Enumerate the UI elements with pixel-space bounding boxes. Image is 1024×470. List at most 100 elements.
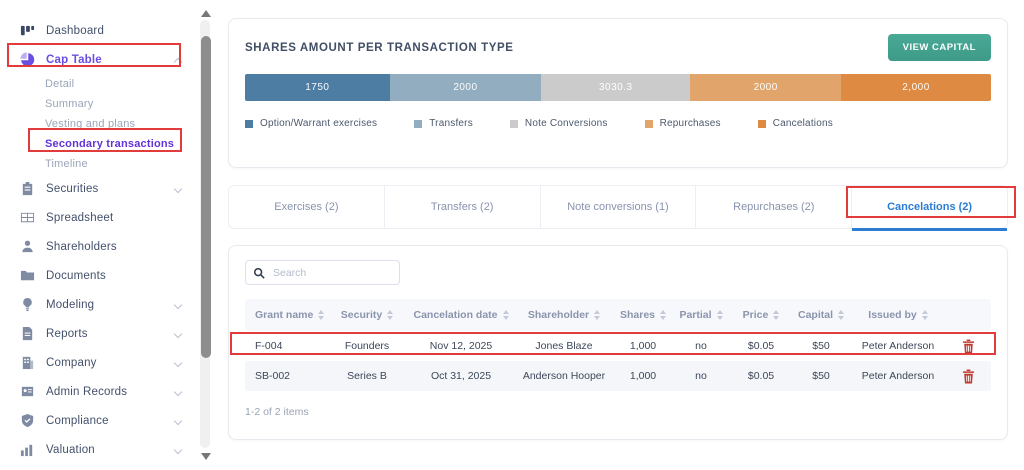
shares-chart-card: SHARES AMOUNT PER TRANSACTION TYPE VIEW … [228,18,1008,168]
cell-partial: no [695,370,707,382]
legend-item: Cancelations [757,118,833,129]
sidebar-item-documents[interactable]: Documents [0,261,199,290]
main-content: SHARES AMOUNT PER TRANSACTION TYPE VIEW … [228,18,1008,440]
dashboard-icon [20,23,35,38]
scroll-up-icon[interactable] [201,10,211,17]
chart-title: SHARES AMOUNT PER TRANSACTION TYPE [245,41,514,54]
sort-icon[interactable] [838,310,844,320]
tab-exercises[interactable]: Exercises (2) [228,185,385,229]
column-header-capital[interactable]: Capital [791,309,851,321]
sidebar-item-admin-records[interactable]: Admin Records [0,377,199,406]
chevron-down-icon[interactable] [173,387,183,396]
sidebar-item-company[interactable]: Company [0,348,199,377]
bar-segment-repurchases[interactable]: 2000 [690,74,842,101]
tab-repurchases[interactable]: Repurchases (2) [695,185,853,229]
cancelations-table-card: Grant name Security Cancelation date Sha… [228,245,1008,440]
chevron-down-icon[interactable] [173,416,183,425]
cell-grant-name: F-004 [255,340,283,352]
cancelations-table: Grant name Security Cancelation date Sha… [245,299,991,391]
transaction-type-tabs: Exercises (2) Transfers (2) Note convers… [228,185,1008,231]
cell-shareholder: Jones Blaze [535,340,593,352]
sidebar-item-reports[interactable]: Reports [0,319,199,348]
sidebar-scrollbar[interactable] [199,10,212,460]
sidebar-item-securities[interactable]: Securities [0,174,199,203]
view-capital-button[interactable]: VIEW CAPITAL [887,34,991,61]
cell-shares: 1,000 [629,370,657,382]
search-icon [253,266,265,279]
column-header-security[interactable]: Security [325,309,409,321]
sort-icon[interactable] [387,310,394,320]
cell-grant-name: SB-002 [255,370,291,382]
cell-partial: no [695,340,707,352]
chevron-down-icon[interactable] [173,445,183,454]
sort-icon[interactable] [660,310,667,320]
column-header-partial[interactable]: Partial [671,309,731,321]
lightbulb-icon [20,297,35,312]
chevron-down-icon[interactable] [173,329,183,338]
chevron-down-icon[interactable] [173,184,183,193]
scrollbar-thumb[interactable] [201,36,211,358]
cell-security: Series B [347,370,387,382]
shield-icon [20,413,35,428]
delete-icon[interactable] [962,369,975,384]
bar-segment-note-conversions[interactable]: 3030.3 [541,74,691,101]
sort-icon[interactable] [318,310,325,320]
sidebar-item-spreadsheet[interactable]: Spreadsheet [0,203,199,232]
cell-issued-by: Peter Anderson [861,340,935,352]
sort-icon[interactable] [773,310,780,320]
search-input[interactable] [245,260,400,285]
tab-cancelations[interactable]: Cancelations (2) [851,185,1008,231]
column-header-shareholder[interactable]: Shareholder [513,309,615,321]
pie-chart-icon [20,52,35,67]
clipboard-icon [20,181,35,196]
tab-note-conversions[interactable]: Note conversions (1) [539,185,697,229]
sort-icon[interactable] [594,310,601,320]
table-row[interactable]: F-004 Founders Nov 12, 2025 Jones Blaze … [245,331,991,361]
cell-issued-by: Peter Anderson [861,370,935,382]
bar-segment-transfers[interactable]: 2000 [389,74,542,101]
bar-segment-option-warrant-exercises[interactable]: 1750 [245,74,390,101]
cell-capital: $50 [812,340,830,352]
sidebar-item-cap-table[interactable]: Cap Table [0,45,199,74]
sort-icon[interactable] [502,310,509,320]
table-row[interactable]: SB-002 Series B Oct 31, 2025 Anderson Ho… [245,361,991,391]
delete-icon[interactable] [962,339,975,354]
sidebar-item-modeling[interactable]: Modeling [0,290,199,319]
legend-item: Repurchases [644,118,721,129]
pagination-summary: 1-2 of 2 items [245,406,309,418]
sidebar-item-vesting-and-plans[interactable]: Vesting and plans [45,118,136,130]
column-header-cancelation-date[interactable]: Cancelation date [409,309,513,321]
sidebar-item-timeline[interactable]: Timeline [45,158,88,170]
cell-cancelation-date: Nov 12, 2025 [429,340,493,352]
tab-transfers[interactable]: Transfers (2) [383,185,541,229]
bar-segment-cancelations[interactable]: 2,000 [841,74,991,101]
chevron-up-icon[interactable] [173,57,183,66]
sidebar-item-shareholders[interactable]: Shareholders [0,232,199,261]
scrollbar-track[interactable] [200,20,211,448]
legend-swatch [509,119,518,128]
sidebar-item-compliance[interactable]: Compliance [0,406,199,435]
scroll-down-icon[interactable] [201,453,211,460]
cell-price: $0.05 [747,370,775,382]
sidebar-item-dashboard[interactable]: Dashboard [0,16,199,45]
column-header-price[interactable]: Price [731,309,791,321]
sidebar-item-secondary-transactions[interactable]: Secondary transactions [45,138,175,150]
chevron-down-icon[interactable] [173,358,183,367]
sort-icon[interactable] [716,310,723,320]
legend-swatch [414,119,423,128]
column-header-shares[interactable]: Shares [615,309,671,321]
growth-chart-icon [20,442,35,457]
report-file-icon [20,326,35,341]
legend-item: Transfers [414,118,473,129]
column-header-issued-by[interactable]: Issued by [851,309,945,321]
sidebar-item-valuation[interactable]: Valuation [0,435,199,464]
column-header-grant-name[interactable]: Grant name [245,309,325,321]
chevron-down-icon[interactable] [173,300,183,309]
cell-shareholder: Anderson Hooper [522,370,606,382]
sidebar-item-detail[interactable]: Detail [45,78,75,90]
sort-icon[interactable] [921,310,928,320]
legend-swatch [757,119,766,128]
person-icon [20,239,35,254]
sidebar-item-summary[interactable]: Summary [45,98,94,110]
cell-cancelation-date: Oct 31, 2025 [430,370,492,382]
